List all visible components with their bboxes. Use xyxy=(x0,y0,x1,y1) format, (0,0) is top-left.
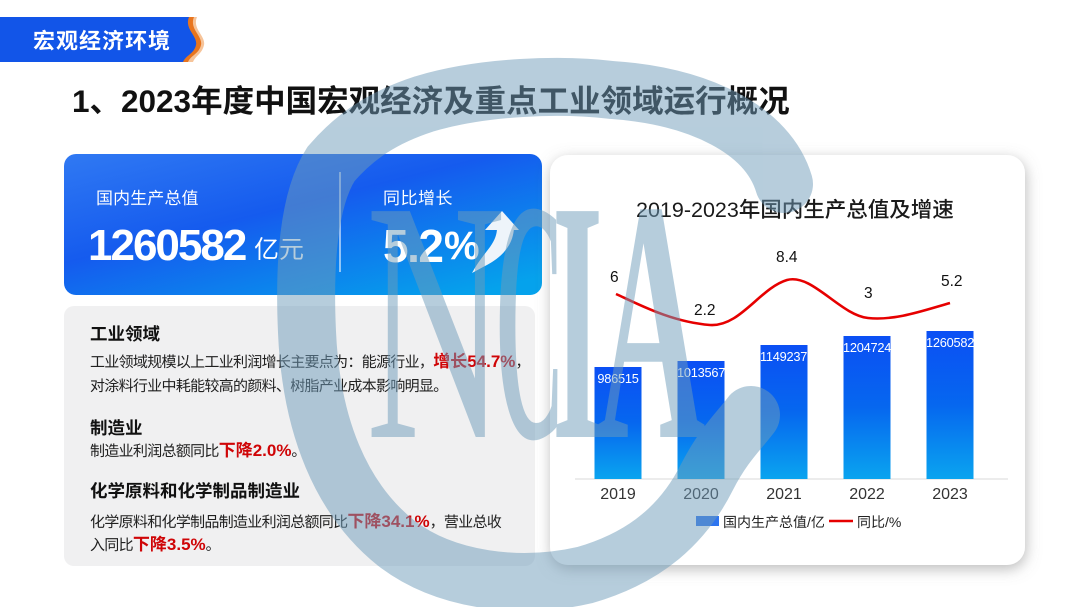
svg-text:1260582: 1260582 xyxy=(926,335,974,350)
svg-text:I: I xyxy=(552,130,603,512)
svg-text:3.5%: 3.5% xyxy=(167,535,206,554)
svg-text:2023: 2023 xyxy=(932,486,968,503)
svg-text:2.0%: 2.0% xyxy=(253,441,292,460)
svg-text:/%: /% xyxy=(885,514,901,530)
svg-text:A: A xyxy=(596,130,706,512)
svg-text:1204724: 1204724 xyxy=(843,340,891,355)
svg-text:/: / xyxy=(807,514,811,530)
svg-text:C: C xyxy=(495,129,565,512)
svg-text:N: N xyxy=(366,131,506,512)
svg-text:2019-2023: 2019-2023 xyxy=(636,198,739,222)
svg-text:1260582: 1260582 xyxy=(88,221,246,270)
svg-text:54.7%: 54.7% xyxy=(467,352,515,371)
svg-text:1013567: 1013567 xyxy=(677,365,725,380)
svg-text:2021: 2021 xyxy=(766,486,802,503)
svg-text:986515: 986515 xyxy=(597,371,638,386)
svg-text:2023: 2023 xyxy=(121,83,191,119)
svg-text:6: 6 xyxy=(610,269,619,286)
svg-text:5.2: 5.2 xyxy=(383,220,442,272)
svg-text:2.2: 2.2 xyxy=(694,302,716,319)
svg-text:%: % xyxy=(444,224,480,268)
svg-text:2019: 2019 xyxy=(600,486,636,503)
svg-text:3: 3 xyxy=(864,285,873,302)
svg-text:1149237: 1149237 xyxy=(760,349,807,364)
svg-text:1: 1 xyxy=(72,83,90,119)
svg-text:5.2: 5.2 xyxy=(941,273,963,290)
svg-text:8.4: 8.4 xyxy=(776,249,798,266)
svg-text:2022: 2022 xyxy=(849,486,885,503)
